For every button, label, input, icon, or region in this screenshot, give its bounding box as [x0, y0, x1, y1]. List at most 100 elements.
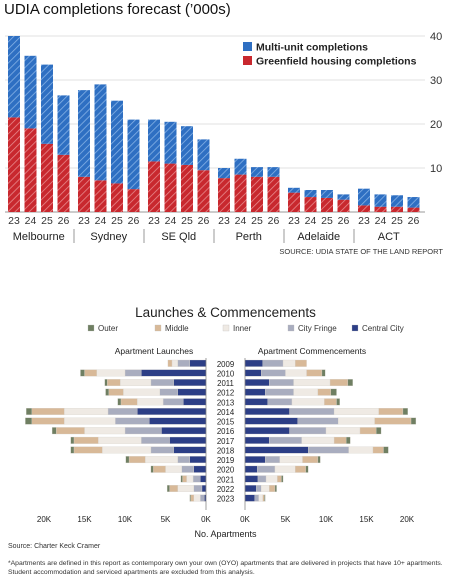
launch-bar-segment	[141, 436, 170, 444]
commencement-bar-segment	[308, 446, 349, 454]
launch-bar-segment	[189, 359, 207, 367]
legend-swatch	[351, 324, 359, 332]
commencement-bar-segment	[333, 407, 379, 415]
commencement-bar-segment	[293, 388, 319, 396]
launch-bar-segment	[161, 427, 207, 435]
city-label: Perth	[236, 231, 262, 243]
legend-swatch	[87, 324, 95, 332]
commencement-bar-segment	[281, 475, 284, 483]
x-tick-label: 23	[78, 215, 90, 227]
x-tick-label: 20K	[400, 515, 415, 524]
commencement-bar-segment	[317, 388, 332, 396]
launch-bar-segment	[181, 465, 194, 473]
commencement-bar-segment	[244, 359, 263, 367]
legend-swatch	[222, 324, 230, 332]
commencement-bar-segment	[336, 398, 340, 406]
commencement-bar-segment	[256, 485, 262, 492]
launch-bar-segment	[193, 465, 207, 473]
launch-bar-segment	[171, 359, 178, 367]
launch-bar-segment	[165, 465, 182, 473]
launch-bar-segment	[200, 475, 207, 483]
commencement-bar-segment	[374, 417, 412, 425]
city-label: Melbourne	[13, 231, 65, 243]
commencement-bar-segment	[256, 465, 276, 473]
commencement-bar-segment	[261, 369, 286, 377]
launch-bar-segment	[123, 388, 160, 396]
launch-bar-segment	[153, 465, 166, 473]
commencement-bar-segment	[285, 369, 307, 377]
launch-bar-segment	[149, 417, 207, 425]
y-tick-label: 40	[430, 31, 442, 43]
x-tick-label: 26	[198, 215, 210, 227]
commencement-bar-segment	[329, 379, 349, 387]
launch-bar-segment	[125, 456, 130, 464]
commencement-bar-segment	[244, 446, 309, 454]
x-tick-label: 25	[111, 215, 123, 227]
year-label: 2016	[217, 427, 234, 436]
bar-greenfield	[8, 117, 20, 212]
bar-multi-unit	[288, 187, 300, 193]
commencement-bar-segment	[302, 456, 319, 464]
bar-greenfield	[218, 178, 230, 212]
x-tick-label: 24	[375, 215, 387, 227]
commencement-bar-segment	[282, 359, 296, 367]
x-tick-label: 23	[358, 215, 370, 227]
chart2-title: Launches & Commencements	[135, 305, 316, 320]
commencement-bar-segment	[378, 407, 404, 415]
legend-label: Middle	[165, 324, 189, 333]
launch-bar-segment	[177, 388, 207, 396]
year-label: 2022	[217, 485, 234, 494]
launch-bar-segment	[107, 379, 121, 387]
bar-greenfield	[251, 176, 263, 212]
legend-swatch	[243, 42, 252, 51]
commencement-bar-segment	[325, 427, 361, 435]
commencement-bar-segment	[244, 436, 270, 444]
launch-bar-segment	[80, 369, 85, 377]
bar-greenfield	[337, 199, 350, 212]
commencement-bar-segment	[306, 369, 323, 377]
bar-greenfield	[94, 180, 107, 212]
commencement-bar-segment	[269, 379, 294, 387]
launch-bar-segment	[201, 485, 207, 492]
commencement-bar-segment	[333, 436, 347, 444]
commencement-bar-segment	[402, 407, 408, 415]
commencement-bar-segment	[262, 494, 265, 502]
launch-bar-segment	[177, 485, 194, 492]
legend-label: Greenfield housing completions	[256, 56, 417, 68]
commencement-bar-segment	[244, 379, 270, 387]
bar-greenfield	[321, 197, 333, 212]
launch-bar-segment	[70, 446, 75, 454]
launch-bar-segment	[159, 388, 178, 396]
launch-bar-segment	[182, 475, 187, 483]
commencement-bar-segment	[410, 417, 417, 425]
bar-greenfield	[358, 205, 370, 212]
x-tick-label: 10K	[319, 515, 334, 524]
commencement-bar-segment	[244, 407, 290, 415]
bar-multi-unit	[8, 36, 20, 118]
launch-bar-segment	[26, 407, 33, 415]
launch-bar-segment	[98, 436, 142, 444]
commencement-bar-segment	[258, 494, 263, 502]
commencement-bar-segment	[277, 475, 282, 483]
launch-bar-segment	[115, 417, 150, 425]
bar-multi-unit	[391, 195, 403, 207]
y-tick-label: 10	[430, 163, 442, 175]
x-tick-label: 15K	[77, 515, 92, 524]
x-tick-label: 23	[288, 215, 300, 227]
launch-bar-segment	[70, 436, 75, 444]
commencement-bar-segment	[262, 359, 284, 367]
commencement-bar-segment	[295, 465, 306, 473]
commencement-bar-segment	[244, 456, 266, 464]
launch-bar-segment	[162, 398, 184, 406]
bar-multi-unit	[234, 158, 247, 175]
bar-multi-unit	[251, 167, 263, 177]
launch-bar-segment	[31, 407, 65, 415]
commencement-bar-segment	[317, 456, 321, 464]
commencement-bar-segment	[274, 465, 296, 473]
bar-multi-unit	[164, 121, 177, 164]
launch-bar-segment	[189, 494, 191, 502]
bar-multi-unit	[374, 194, 387, 207]
left-panel-title: Apartment Launches	[115, 346, 193, 356]
bar-greenfield	[78, 176, 90, 212]
